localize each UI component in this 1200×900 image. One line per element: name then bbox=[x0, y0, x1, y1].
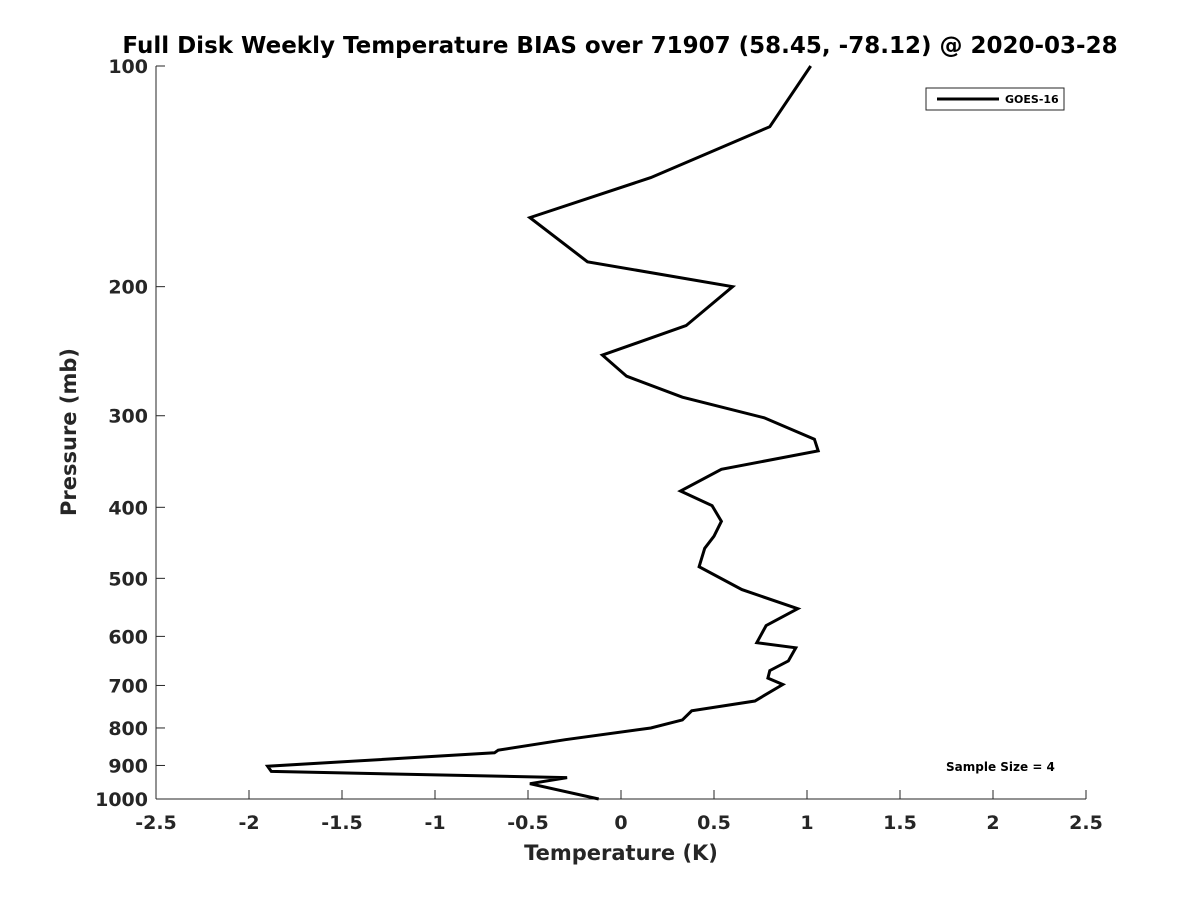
x-tick-label: 1 bbox=[800, 812, 813, 834]
y-tick-label: 700 bbox=[108, 675, 148, 697]
x-axis-label: Temperature (K) bbox=[524, 841, 718, 865]
x-tick-label: 0 bbox=[614, 812, 627, 834]
x-tick-label: 2 bbox=[986, 812, 999, 834]
y-tick-label: 200 bbox=[108, 277, 148, 299]
series-layer bbox=[264, 65, 821, 801]
y-tick-label: 800 bbox=[108, 718, 148, 740]
x-tick-label: -0.5 bbox=[507, 812, 549, 834]
x-tick-label: 2.5 bbox=[1069, 812, 1103, 834]
y-ticks: 100 200 300 400 500 600 700 800 900 1000 bbox=[95, 56, 165, 811]
sample-size-annotation: Sample Size = 4 bbox=[946, 760, 1055, 774]
y-tick-label: 900 bbox=[108, 755, 148, 777]
x-tick-label: -1.5 bbox=[321, 812, 363, 834]
y-tick-label: 100 bbox=[108, 56, 148, 78]
x-tick-label: -1 bbox=[424, 812, 445, 834]
series-line-goes-16 bbox=[264, 65, 821, 801]
y-axis-label: Pressure (mb) bbox=[57, 348, 81, 516]
y-tick-label: 500 bbox=[108, 568, 148, 590]
y-tick-label: 1000 bbox=[95, 789, 148, 811]
plot-area bbox=[155, 66, 1086, 800]
y-tick-label: 300 bbox=[108, 406, 148, 428]
x-tick-label: -2 bbox=[238, 812, 259, 834]
chart-title: Full Disk Weekly Temperature BIAS over 7… bbox=[122, 33, 1117, 59]
x-ticks: -2.5 -2 -1.5 -1 -0.5 0 0.5 1 1.5 2 2.5 bbox=[135, 790, 1103, 834]
x-tick-label: -2.5 bbox=[135, 812, 177, 834]
y-tick-label: 600 bbox=[108, 626, 148, 648]
x-tick-label: 0.5 bbox=[697, 812, 731, 834]
legend: GOES-16 bbox=[925, 87, 1065, 111]
legend-entry-label: GOES-16 bbox=[1005, 93, 1059, 106]
y-tick-label: 400 bbox=[108, 497, 148, 519]
x-tick-label: 1.5 bbox=[883, 812, 917, 834]
